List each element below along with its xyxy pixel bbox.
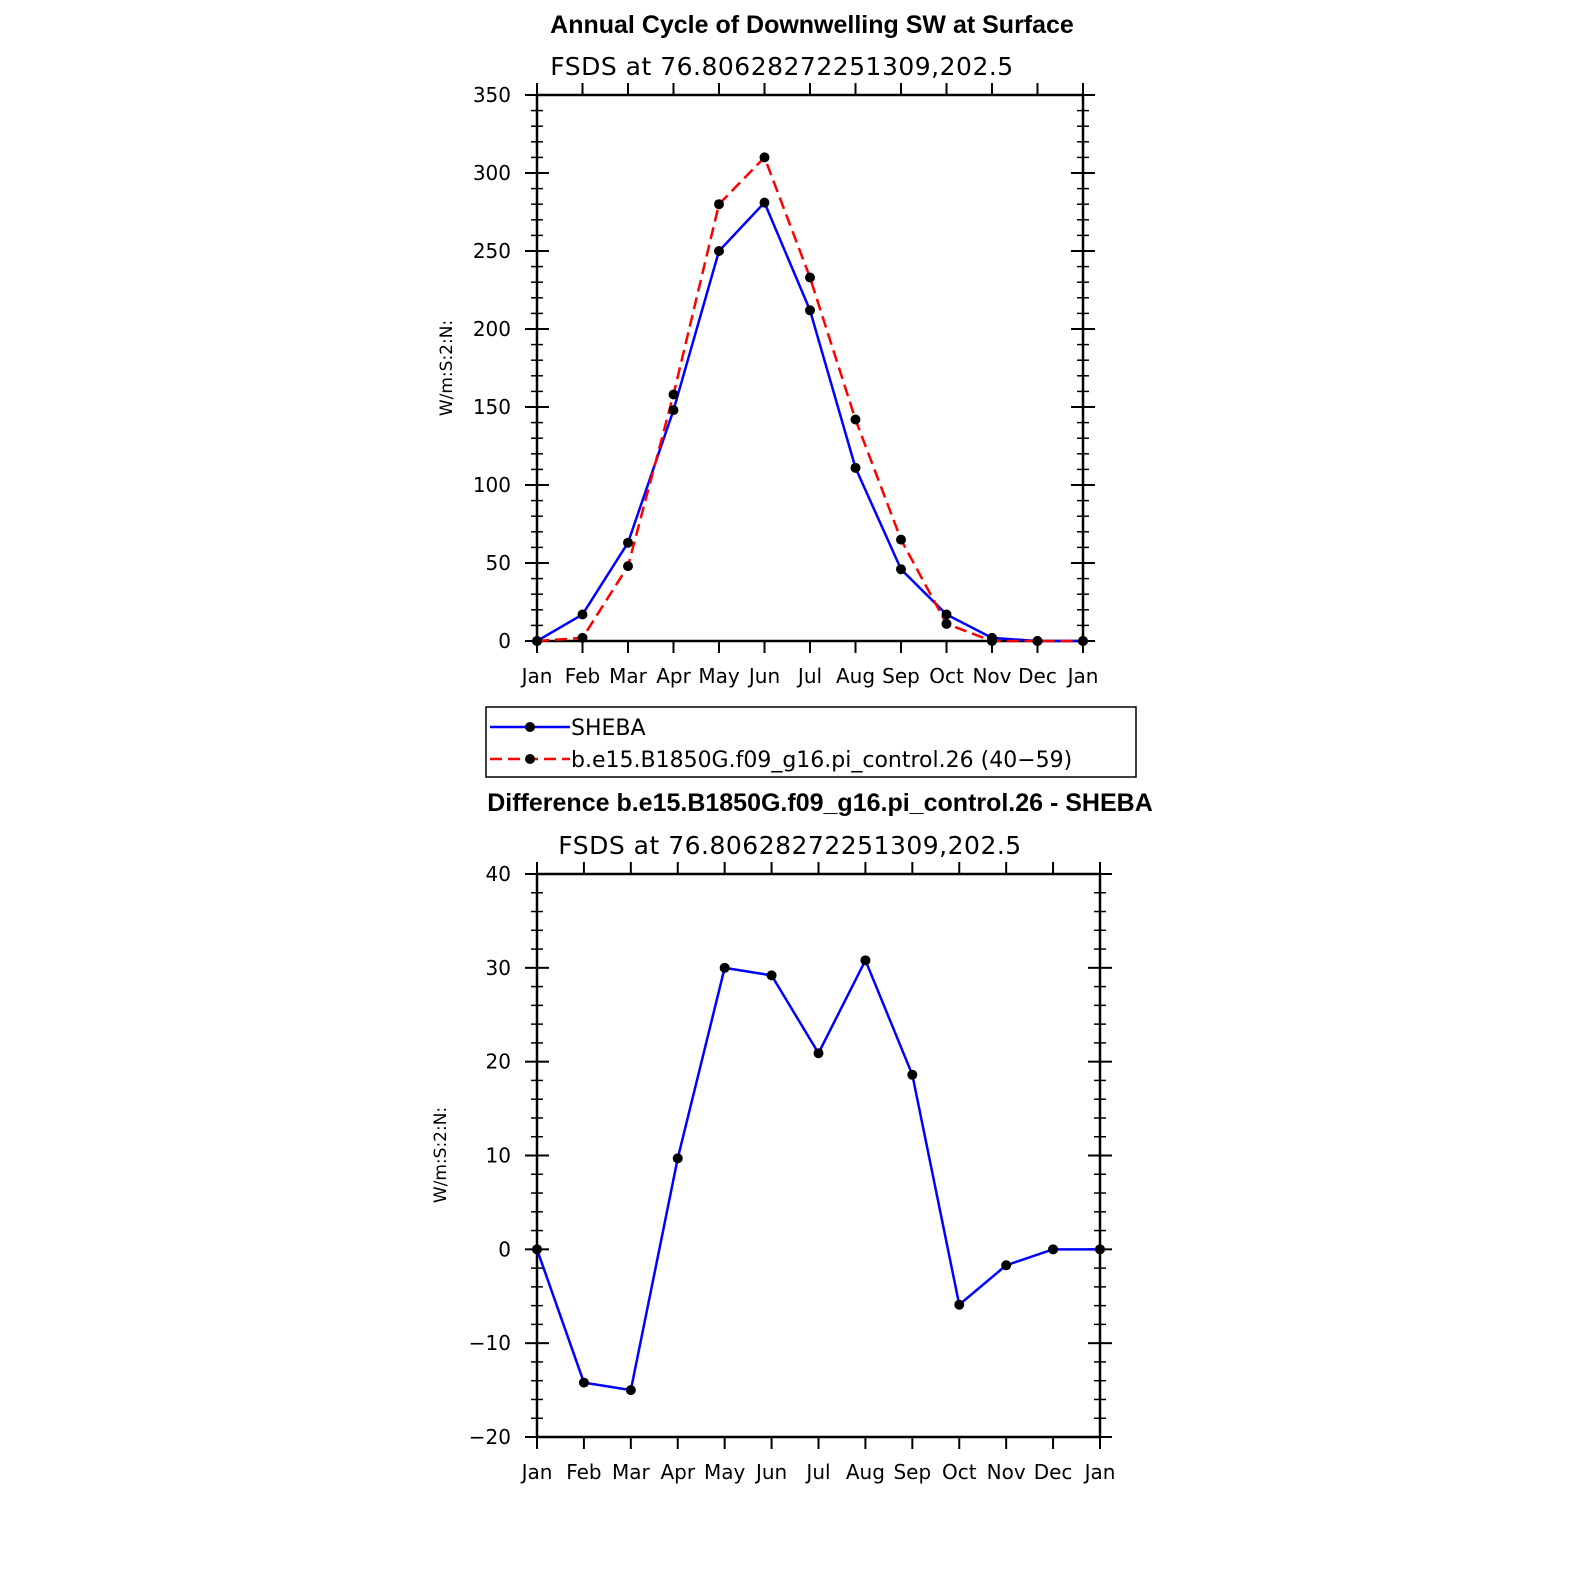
x-tick-label: Jun <box>747 664 780 688</box>
data-point <box>941 618 952 629</box>
legend: SHEBA b.e15.B1850G.f09_g16.pi_control.26… <box>485 706 1137 778</box>
plot-area: Jan Feb Mar Apr May Jun Jul Aug Sep Oct Nov Dec Jan−… <box>469 862 1116 1484</box>
x-tick-label: Jun <box>754 1460 787 1484</box>
x-tick-label: Mar <box>612 1460 651 1484</box>
data-point <box>941 609 952 620</box>
data-point <box>623 537 633 548</box>
x-tick-label: Feb <box>566 1460 601 1484</box>
data-point <box>719 962 730 973</box>
y-tick-label: 50 <box>486 551 511 575</box>
data-point <box>625 1385 636 1396</box>
y-tick-label: −20 <box>469 1425 511 1449</box>
x-tick-label: May <box>698 664 740 688</box>
data-point <box>532 636 542 646</box>
annual-cycle-chart: Annual Cycle of Downwelling SW at Surfac… <box>437 11 1098 688</box>
x-tick-label: Aug <box>846 1460 885 1484</box>
y-tick-label: 40 <box>486 862 511 886</box>
plot-frame <box>535 872 1102 1439</box>
y-tick-label: 200 <box>473 317 511 341</box>
x-tick-label: Jul <box>796 664 822 688</box>
data-point <box>850 462 861 473</box>
data-point <box>668 389 679 400</box>
data-point <box>850 414 861 425</box>
y-axis-label: W/m:S:2:N: <box>431 1107 451 1203</box>
difference-chart: Difference b.e15.B1850G.f09_g16.pi_contr… <box>431 789 1153 1484</box>
series-line <box>536 155 1083 643</box>
x-tick-label: Aug <box>836 664 875 688</box>
data-point <box>759 152 770 163</box>
y-tick-label: 20 <box>486 1050 511 1074</box>
x-tick-label: Jan <box>520 1460 553 1484</box>
plot-area: Jan Feb Mar Apr May Jun Jul Aug Sep Oct Nov Dec Jan 0… <box>473 83 1099 688</box>
x-tick-label: Dec <box>1034 1460 1073 1484</box>
y-tick-label: 0 <box>498 1237 511 1261</box>
data-point <box>907 1069 918 1080</box>
x-tick-label: Apr <box>656 664 691 688</box>
x-tick-label: Sep <box>882 664 920 688</box>
chart-subtitle: FSDS at 76.80628272251309,202.5 <box>550 52 1013 81</box>
x-tick-label: May <box>704 1460 746 1484</box>
chart-title: Annual Cycle of Downwelling SW at Surfac… <box>550 11 1074 39</box>
data-point <box>813 1048 824 1059</box>
series-line <box>535 957 1100 1392</box>
legend-sheba-label: SHEBA <box>571 716 646 741</box>
y-axis-label: W/m:S:2:N: <box>437 320 457 416</box>
y-tick-label: 100 <box>473 473 511 497</box>
x-tick-label: Dec <box>1018 664 1057 688</box>
data-point <box>672 1153 683 1164</box>
data-point <box>714 246 724 256</box>
x-tick-label: Jul <box>804 1460 830 1484</box>
legend-sheba-marker <box>525 722 535 732</box>
x-tick-label: Jan <box>1083 1460 1116 1484</box>
data-point <box>805 272 815 283</box>
data-point <box>1001 1260 1012 1271</box>
data-point <box>578 1377 589 1388</box>
x-tick-label: Oct <box>942 1460 977 1484</box>
y-tick-label: 0 <box>498 629 511 653</box>
legend-model-marker <box>525 754 535 764</box>
data-point <box>714 199 724 210</box>
x-tick-label: Feb <box>565 664 600 688</box>
x-tick-label: Nov <box>972 664 1011 688</box>
chart-title: Difference b.e15.B1850G.f09_g16.pi_contr… <box>487 789 1153 817</box>
data-point <box>1048 1244 1059 1255</box>
data-point <box>1095 1244 1105 1255</box>
data-point <box>766 970 777 981</box>
data-point <box>1032 636 1043 646</box>
x-tick-label: Oct <box>929 664 964 688</box>
y-tick-label: −10 <box>469 1331 511 1355</box>
x-tick-label: Apr <box>660 1460 695 1484</box>
x-tick-label: Nov <box>987 1460 1026 1484</box>
y-tick-label: 300 <box>473 161 511 185</box>
y-tick-label: 250 <box>473 239 511 263</box>
x-tick-label: Jan <box>1066 664 1099 688</box>
data-point <box>896 534 906 545</box>
legend-model-label: b.e15.B1850G.f09_g16.pi_control.26 (40−5… <box>571 748 1072 773</box>
data-point <box>896 564 906 575</box>
data-point <box>577 609 588 620</box>
data-point <box>759 197 770 208</box>
data-point <box>668 405 679 416</box>
chart-subtitle: FSDS at 76.80628272251309,202.5 <box>558 831 1021 860</box>
y-tick-label: 10 <box>486 1144 511 1168</box>
series-line <box>536 200 1083 643</box>
data-point <box>987 636 997 646</box>
legend-box <box>485 706 1137 778</box>
data-point <box>954 1299 965 1310</box>
x-tick-label: Mar <box>609 664 648 688</box>
y-tick-label: 150 <box>473 395 511 419</box>
data-point <box>805 305 815 316</box>
x-tick-label: Sep <box>893 1460 931 1484</box>
data-point <box>577 632 588 643</box>
data-point <box>1078 636 1088 646</box>
y-tick-label: 30 <box>486 956 511 980</box>
y-tick-label: 350 <box>473 83 511 107</box>
data-point <box>623 561 633 572</box>
data-point <box>860 955 871 966</box>
x-tick-label: Jan <box>520 664 553 688</box>
data-point <box>532 1244 542 1255</box>
